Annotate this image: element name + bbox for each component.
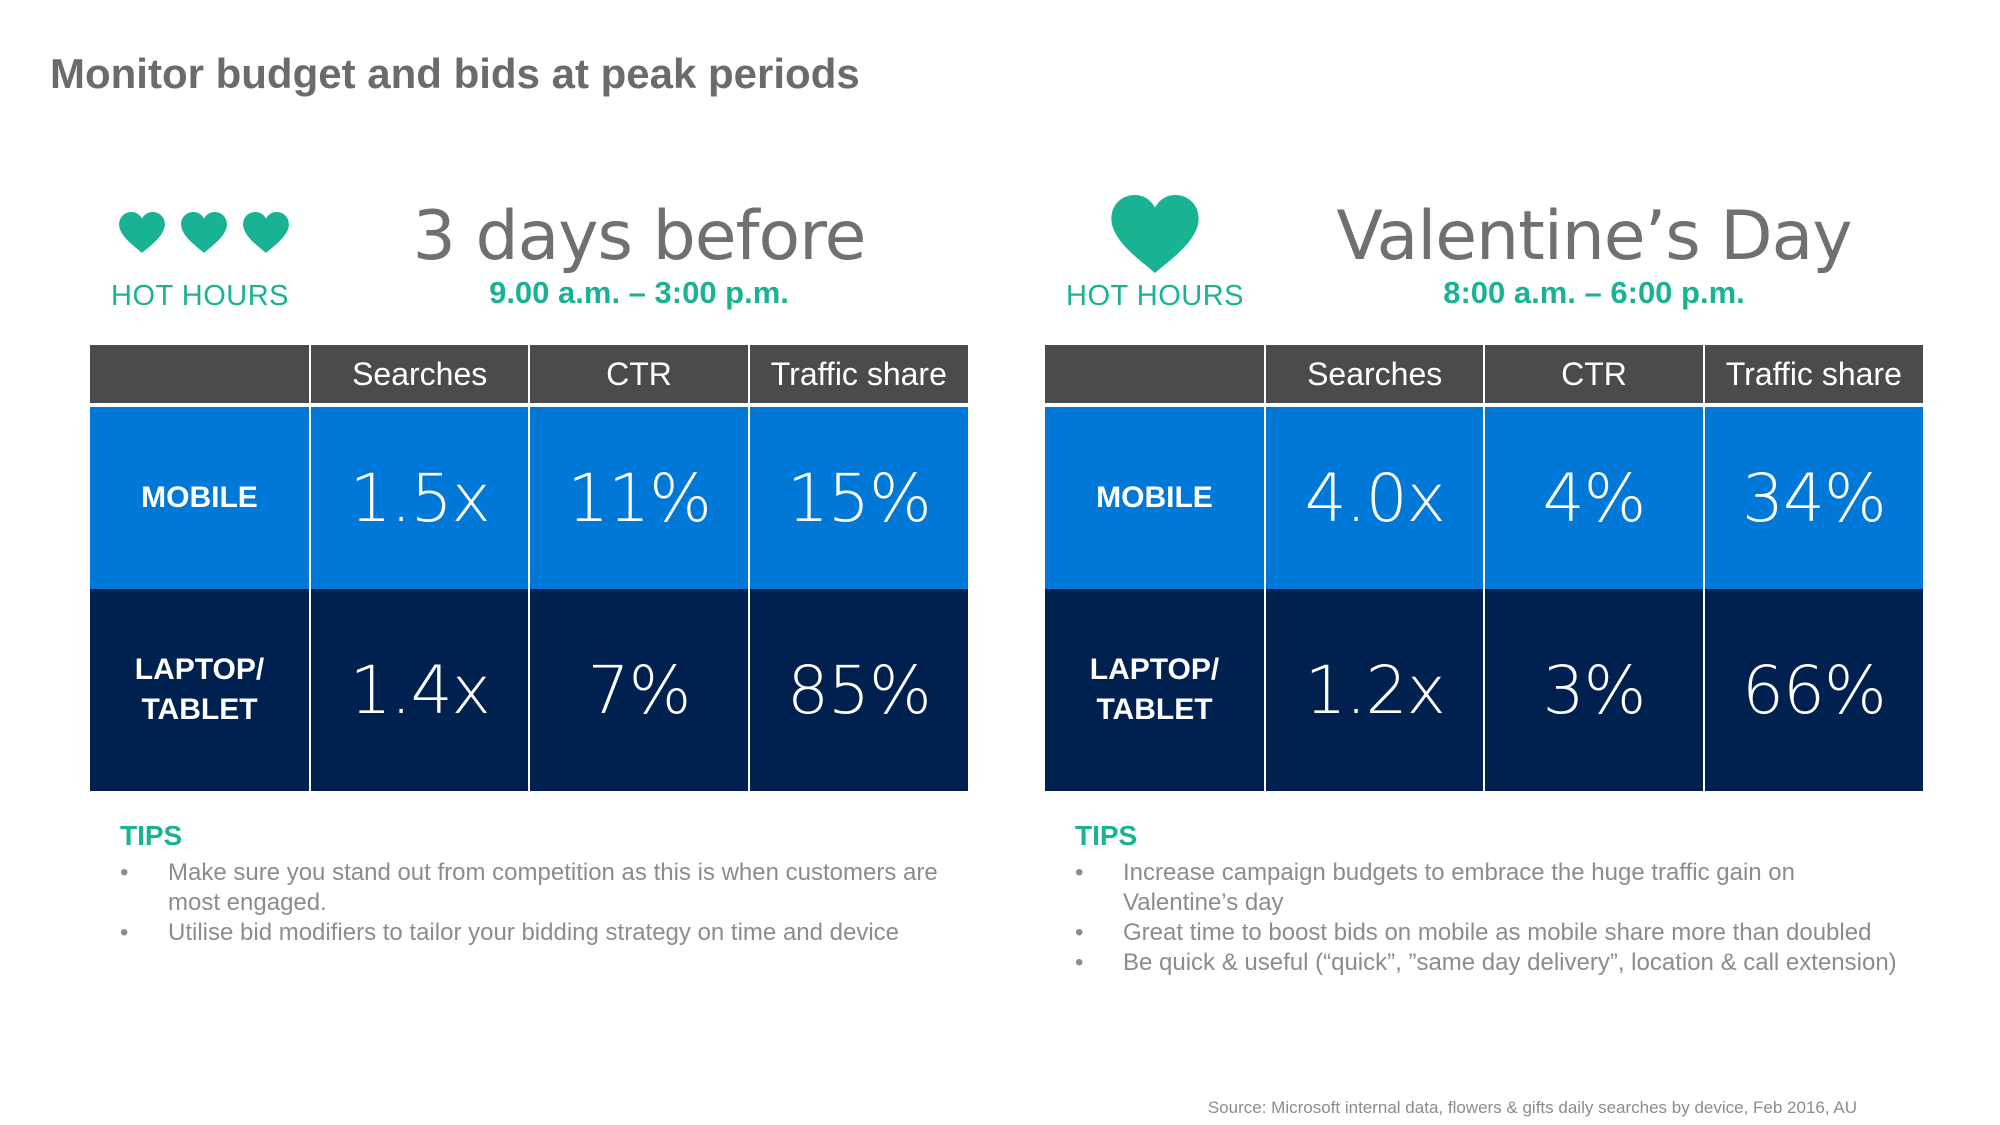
heart-icon: [118, 212, 166, 260]
tips-list: • Increase campaign budgets to embrace th…: [1075, 858, 1915, 978]
source-note: Source: Microsoft internal data, flowers…: [1207, 1098, 1857, 1117]
column-header-searches: Searches: [308, 345, 530, 403]
tips-title: TIPS: [1075, 820, 1138, 851]
cell-searches: 4.0x: [1263, 407, 1485, 589]
cell-ctr: 4%: [1483, 407, 1704, 589]
column-header-traffic-share: Traffic share: [1702, 345, 1923, 403]
page-title: Monitor budget and bids at peak periods: [50, 50, 860, 97]
list-item: • Great time to boost bids on mobile as m…: [1075, 919, 1872, 946]
cell-searches: 1.2x: [1263, 589, 1485, 791]
heart-icon: [180, 212, 228, 260]
table-header-row: Searches CTR Traffic share: [1045, 345, 1923, 403]
table-header-row: Searches CTR Traffic share: [90, 345, 968, 403]
panel-heading: 3 days before: [412, 197, 867, 276]
tips-section: TIPS • Make sure you stand out from compe…: [120, 820, 960, 948]
row-label: MOBILE: [1045, 407, 1265, 589]
cell-ctr: 7%: [528, 589, 749, 791]
column-header-traffic-share: Traffic share: [747, 345, 968, 403]
cell-ctr: 11%: [528, 407, 749, 589]
panel-hours: 9.00 a.m. – 3:00 p.m.: [489, 275, 789, 310]
cell-traffic-share: 85%: [747, 589, 968, 791]
column-header-ctr: CTR: [1483, 345, 1704, 403]
cell-ctr: 3%: [1483, 589, 1704, 791]
table-row-mobile: MOBILE 1.5x 11% 15%: [90, 407, 968, 589]
list-item: • Increase campaign budgets to embrace th…: [1075, 859, 1795, 916]
table-row-laptop-tablet: LAPTOP/TABLET 1.2x 3% 66%: [1045, 589, 1923, 791]
panel-3-days-before: HOT HOURS 3 days before 9.00 a.m. – 3:00…: [90, 195, 968, 995]
column-header-searches: Searches: [1263, 345, 1485, 403]
column-header-ctr: CTR: [528, 345, 749, 403]
hot-hours-label: HOT HOURS: [111, 280, 289, 312]
heart-icon: [242, 212, 290, 260]
row-label: LAPTOP/TABLET: [90, 589, 310, 791]
tips-list: • Make sure you stand out from competitio…: [120, 858, 960, 948]
cell-traffic-share: 66%: [1702, 589, 1923, 791]
heart-icon: [1109, 195, 1201, 275]
hot-hours-label: HOT HOURS: [1066, 280, 1244, 312]
header-corner: [1045, 345, 1265, 403]
cell-traffic-share: 15%: [747, 407, 968, 589]
stats-table: Searches CTR Traffic share MOBILE 4.0x 4…: [1045, 345, 1923, 791]
list-item: • Make sure you stand out from competitio…: [120, 859, 938, 916]
table-row-mobile: MOBILE 4.0x 4% 34%: [1045, 407, 1923, 589]
tips-title: TIPS: [120, 820, 183, 851]
header-corner: [90, 345, 310, 403]
panel-valentines-day: HOT HOURS Valentine’s Day 8:00 a.m. – 6:…: [1045, 195, 1923, 995]
cell-traffic-share: 34%: [1702, 407, 1923, 589]
panel-heading: Valentine’s Day: [1336, 197, 1852, 276]
table-row-laptop-tablet: LAPTOP/TABLET 1.4x 7% 85%: [90, 589, 968, 791]
tips-section: TIPS • Increase campaign budgets to embra…: [1075, 820, 1915, 978]
three-hearts-icon: [118, 212, 290, 260]
row-label: LAPTOP/TABLET: [1045, 589, 1265, 791]
cell-searches: 1.4x: [308, 589, 530, 791]
stats-table: Searches CTR Traffic share MOBILE 1.5x 1…: [90, 345, 968, 791]
list-item: • Be quick & useful (“quick”, ”same day d…: [1075, 949, 1897, 976]
row-label: MOBILE: [90, 407, 310, 589]
cell-searches: 1.5x: [308, 407, 530, 589]
list-item: • Utilise bid modifiers to tailor your bi…: [120, 919, 900, 946]
panel-hours: 8:00 a.m. – 6:00 p.m.: [1443, 275, 1745, 310]
